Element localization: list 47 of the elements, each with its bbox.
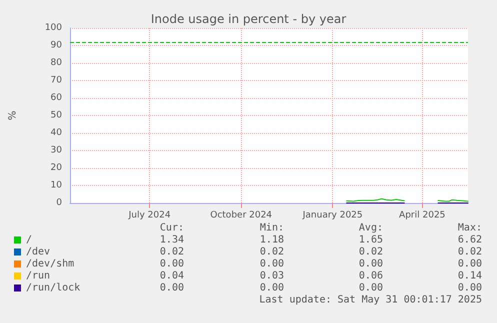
y-tick-label: 30 (50, 146, 62, 156)
text: Last update: Sat May 31 00:01:17 2025 (259, 294, 482, 306)
text: 0.00 (358, 258, 383, 270)
text: 0.14 (458, 270, 482, 282)
text: 0.04 (160, 270, 184, 282)
text: 1.34 (160, 234, 184, 246)
legend-label: /dev (26, 246, 50, 258)
y-axis-title: % (8, 110, 18, 120)
legend-label: /dev/shm (26, 258, 74, 270)
text: 6.62 (458, 234, 482, 246)
y-tick-label: 90 (50, 40, 62, 50)
text: 1.65 (358, 234, 383, 246)
y-tick-label: 50 (50, 110, 62, 120)
chart-title: Inode usage in percent - by year (150, 12, 346, 26)
x-tick-label: January 2025 (302, 210, 363, 220)
y-tick-label: 20 (50, 163, 62, 173)
text: Max: (458, 222, 482, 234)
text: 1.18 (260, 234, 284, 246)
text: 0.03 (260, 270, 284, 282)
x-tick-label: July 2024 (128, 210, 171, 220)
text: 0.00 (458, 282, 482, 294)
x-tick-label: October 2024 (210, 210, 272, 220)
y-tick-label: 40 (50, 128, 62, 138)
text: 0.00 (160, 258, 184, 270)
y-tick-label: 0 (56, 198, 62, 208)
legend-label: /run (26, 270, 50, 282)
text: 0.00 (260, 282, 284, 294)
text: 0.00 (260, 258, 284, 270)
legend-label: / (26, 234, 32, 246)
text: 0.00 (458, 258, 482, 270)
legend-label: /run/lock (26, 282, 80, 294)
y-tick-label: 60 (50, 93, 62, 103)
text: 0.02 (458, 246, 482, 258)
text: Min: (260, 222, 284, 234)
x-tick-label: April 2025 (399, 210, 446, 220)
y-tick-label: 10 (50, 180, 62, 190)
y-tick-label: 70 (50, 76, 62, 86)
y-tick-label: 80 (50, 58, 62, 68)
text: 0.02 (260, 246, 284, 258)
text: 0.02 (358, 246, 383, 258)
text: 0.00 (358, 282, 383, 294)
text: Avg: (358, 222, 383, 234)
y-tick-label: 100 (44, 23, 62, 33)
text: 0.00 (160, 282, 184, 294)
text: 0.06 (358, 270, 383, 282)
text: Cur: (160, 222, 184, 234)
text: 0.02 (160, 246, 184, 258)
